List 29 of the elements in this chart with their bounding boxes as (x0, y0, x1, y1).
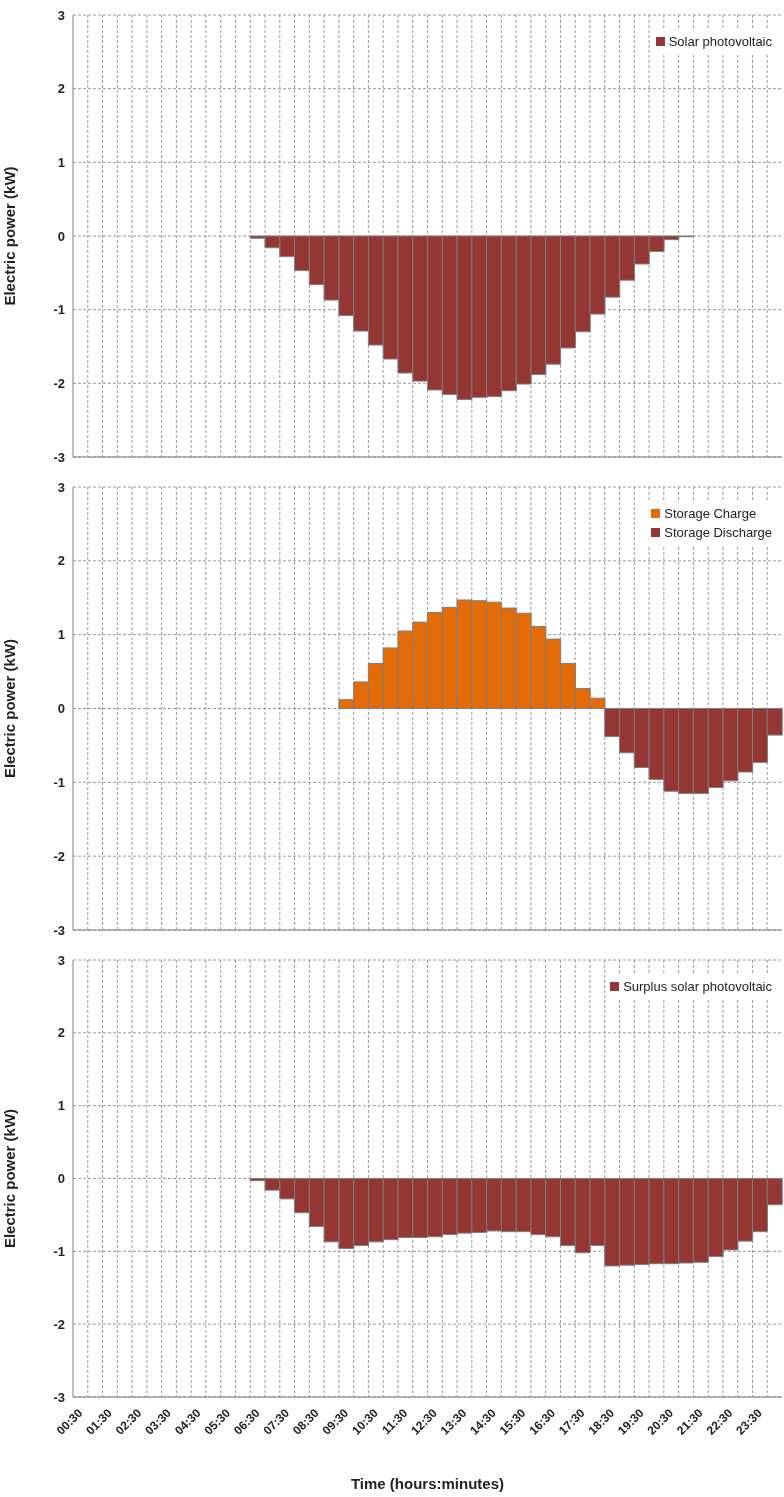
y-tick-label: -3 (53, 1389, 65, 1405)
y-tick-label: 3 (57, 952, 65, 968)
legend-label: Surplus solar photovoltaic (623, 979, 772, 994)
y-axis-title: Electric power (kW) (1, 166, 19, 306)
y-tick-label: 2 (57, 553, 65, 569)
y-tick-label: -2 (53, 848, 65, 864)
x-axis-title: Time (hours:minutes) (350, 1475, 505, 1492)
y-tick-label: 0 (57, 1171, 65, 1187)
y-tick-label: 3 (57, 7, 65, 23)
y-tick-label: 2 (57, 81, 65, 97)
legend-label: Storage Charge (664, 506, 757, 521)
y-axis-title: Electric power (kW) (1, 1108, 19, 1249)
y-axis-title: Electric power (kW) (1, 638, 19, 779)
y-tick-label: -2 (53, 1316, 65, 1332)
y-tick-label: 3 (57, 479, 65, 495)
y-tick-label: 1 (57, 1098, 65, 1114)
y-tick-label: -3 (53, 449, 65, 465)
legend-label: Solar photovoltaic (668, 34, 772, 49)
y-tick-label: -1 (53, 302, 65, 318)
y-tick-label: -2 (53, 375, 65, 391)
y-tick-label: 1 (57, 154, 65, 170)
y-tick-label: -1 (53, 1243, 65, 1259)
y-tick-label: -3 (53, 922, 65, 938)
y-tick-label: 1 (57, 627, 65, 643)
y-tick-label: 0 (57, 228, 65, 244)
y-tick-label: 2 (57, 1025, 65, 1041)
legend-label: Storage Discharge (664, 525, 772, 540)
y-tick-label: -1 (53, 774, 65, 790)
y-tick-label: 0 (57, 701, 65, 717)
